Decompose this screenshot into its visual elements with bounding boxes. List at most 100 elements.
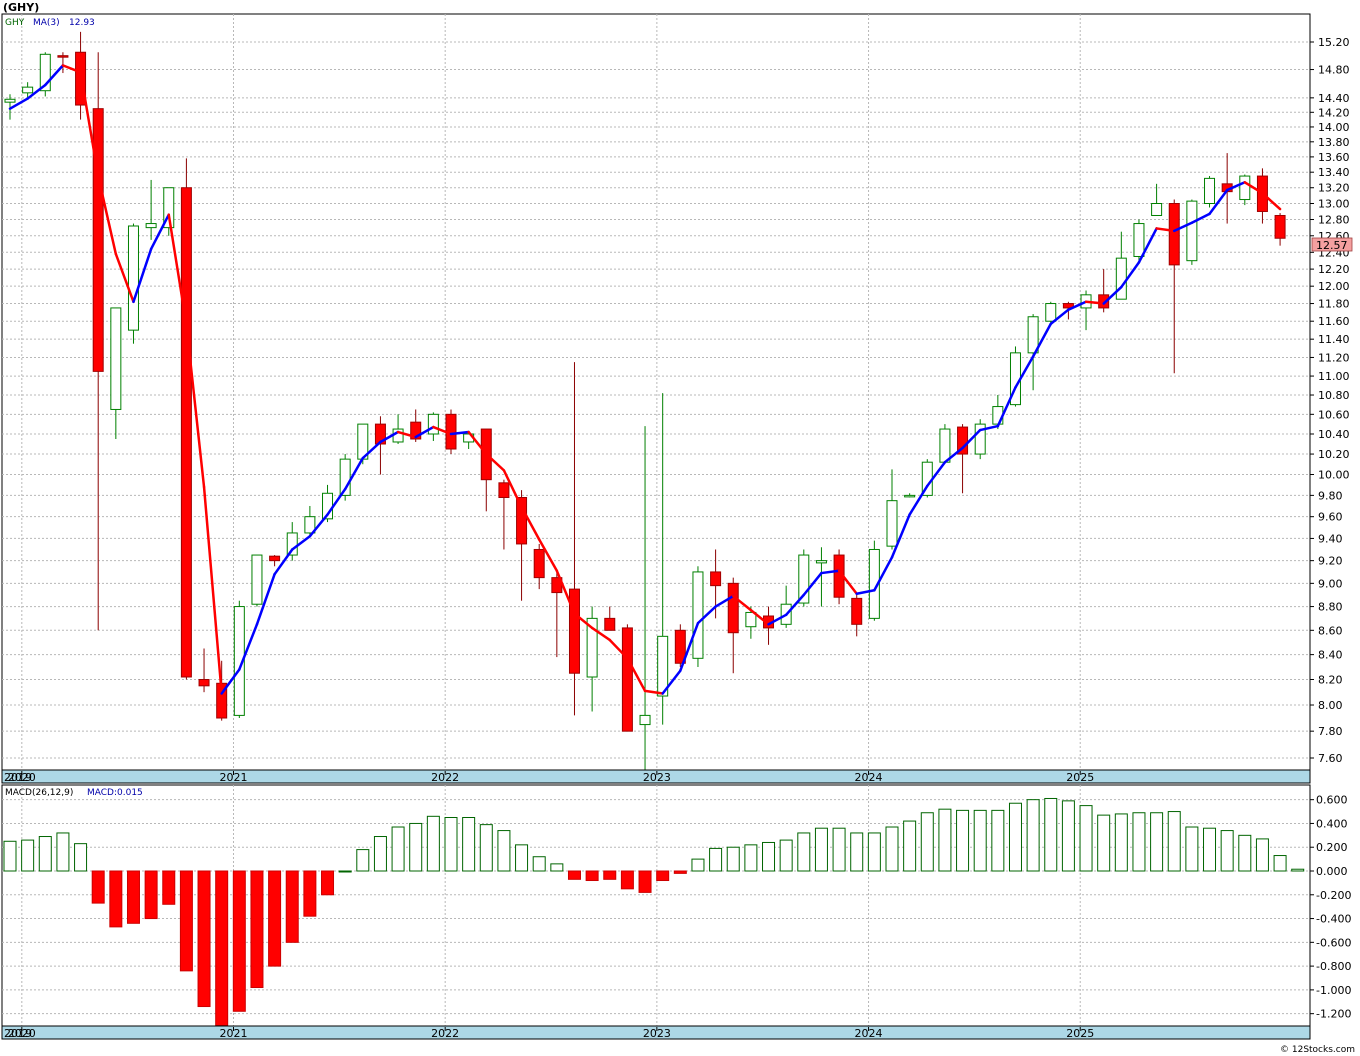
price-tick-label: 11.60: [1318, 315, 1350, 328]
price-tick-label: 7.80: [1318, 725, 1343, 738]
candle: [22, 82, 34, 98]
candle-body-up: [22, 86, 34, 94]
macd-legend: MACD(26,12,9) MACD:0.015: [5, 788, 143, 798]
candle-body-up: [815, 560, 827, 564]
macd-tick-label: 0.200: [1316, 841, 1348, 854]
macd-bar-positive: [1255, 838, 1269, 872]
candle: [1274, 213, 1286, 246]
macd-bar-positive: [1061, 800, 1075, 872]
macd-bar-positive: [515, 844, 529, 872]
macd-bar-positive: [426, 815, 440, 872]
ma-segment: [114, 252, 135, 304]
candle-body-up: [110, 307, 122, 410]
candle: [657, 393, 669, 725]
macd-bar-positive: [973, 809, 987, 872]
ma-segment: [8, 97, 29, 110]
macd-bar-positive: [56, 832, 70, 872]
ma-segment: [44, 64, 65, 87]
candle: [586, 606, 598, 712]
price-tick-label: 14.80: [1318, 64, 1350, 77]
ma-segment: [502, 469, 523, 509]
ma-segment: [220, 668, 241, 695]
price-tick-label: 10.40: [1318, 428, 1350, 441]
candle-body-up: [4, 98, 16, 103]
candle-body-down: [410, 421, 422, 440]
price-tick-label: 13.60: [1318, 151, 1350, 164]
candle: [1045, 301, 1057, 326]
candle: [304, 505, 316, 537]
macd-bar-positive: [21, 839, 35, 872]
ma-segment: [326, 487, 347, 516]
macd-bar-positive: [867, 832, 881, 872]
candle-body-down: [180, 187, 192, 678]
chart-title: (GHY): [3, 1, 39, 14]
macd-bar-positive: [391, 826, 405, 872]
ma-segment: [573, 612, 594, 630]
macd-bar-negative: [268, 870, 282, 967]
ma-segment: [414, 425, 435, 439]
date-band-top: [1, 769, 1311, 784]
macd-tick-label: 0.600: [1316, 794, 1348, 807]
candle: [533, 543, 545, 590]
ma-segment: [1102, 285, 1123, 305]
ma-segment: [273, 548, 294, 576]
macd-bar-positive: [1203, 827, 1217, 872]
price-tick-label: 8.80: [1318, 601, 1343, 614]
legend-ma-value: 12.93: [69, 18, 95, 28]
candle: [621, 624, 633, 732]
ma-segment: [1225, 181, 1247, 192]
ma-segment: [890, 513, 911, 559]
candle-body-down: [57, 55, 69, 58]
ma-segment: [290, 534, 312, 551]
price-tick-label: 14.40: [1318, 92, 1350, 105]
candle-body-up: [586, 617, 598, 678]
candle: [604, 606, 616, 631]
ma-segment: [626, 657, 647, 693]
macd-bar-negative: [144, 870, 158, 920]
ma-segment: [590, 626, 612, 642]
ma-segment: [837, 569, 858, 595]
candle: [374, 416, 386, 475]
macd-bar-positive: [1079, 805, 1093, 872]
candle: [339, 454, 351, 501]
candle-body-down: [198, 679, 210, 687]
candle-body-up: [1133, 223, 1145, 257]
ma-segment: [485, 452, 506, 472]
macd-bar-positive: [532, 856, 546, 872]
ma-segment: [1261, 191, 1282, 211]
date-label: 2023: [643, 1027, 671, 1040]
candle-body-down: [374, 423, 386, 445]
macd-tick-label: -0.800: [1316, 960, 1351, 973]
candle: [815, 547, 827, 607]
candle: [904, 493, 916, 498]
candle: [39, 52, 51, 97]
macd-bar-negative: [285, 870, 299, 943]
ma-segment: [679, 621, 700, 672]
date-label: 2020: [8, 771, 36, 784]
date-label: 2023: [643, 771, 671, 784]
date-label: 2019: [4, 771, 32, 784]
candle: [939, 424, 951, 463]
price-tick-label: 14.20: [1318, 106, 1350, 119]
macd-bar-negative: [603, 870, 617, 880]
candle: [851, 594, 863, 637]
candle-body-up: [1115, 257, 1127, 300]
candle-body-up: [39, 53, 51, 92]
ma-segment: [908, 484, 929, 516]
macd-bar-positive: [497, 830, 511, 872]
ma-segment: [643, 689, 664, 695]
macd-histogram: [3, 797, 1305, 1027]
moving-average-line: [8, 64, 1282, 695]
macd-bar-positive: [850, 832, 864, 872]
price-tick-label: 9.20: [1318, 555, 1343, 568]
ma-segment: [520, 505, 541, 541]
candle: [1239, 174, 1251, 206]
candle-body-up: [657, 635, 669, 697]
candle: [745, 606, 757, 639]
candle-body-up: [304, 516, 316, 534]
macd-bar-positive: [1008, 802, 1022, 872]
ma-segment: [1120, 261, 1141, 289]
ma-segment: [873, 556, 894, 592]
price-tick-label: 11.20: [1318, 351, 1350, 364]
